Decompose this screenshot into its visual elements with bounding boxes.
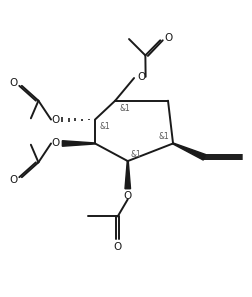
Text: O: O (51, 138, 59, 148)
Polygon shape (124, 161, 130, 189)
Text: &1: &1 (130, 149, 141, 159)
Text: O: O (9, 175, 17, 185)
Text: &1: &1 (158, 132, 168, 141)
Text: O: O (113, 242, 121, 252)
Text: &1: &1 (99, 122, 110, 131)
Text: &1: &1 (119, 104, 130, 113)
Polygon shape (172, 143, 205, 160)
Text: O: O (123, 191, 131, 201)
Text: O: O (9, 78, 17, 88)
Polygon shape (62, 141, 95, 146)
Text: O: O (51, 115, 59, 124)
Text: O: O (163, 33, 171, 43)
Text: O: O (136, 72, 145, 82)
